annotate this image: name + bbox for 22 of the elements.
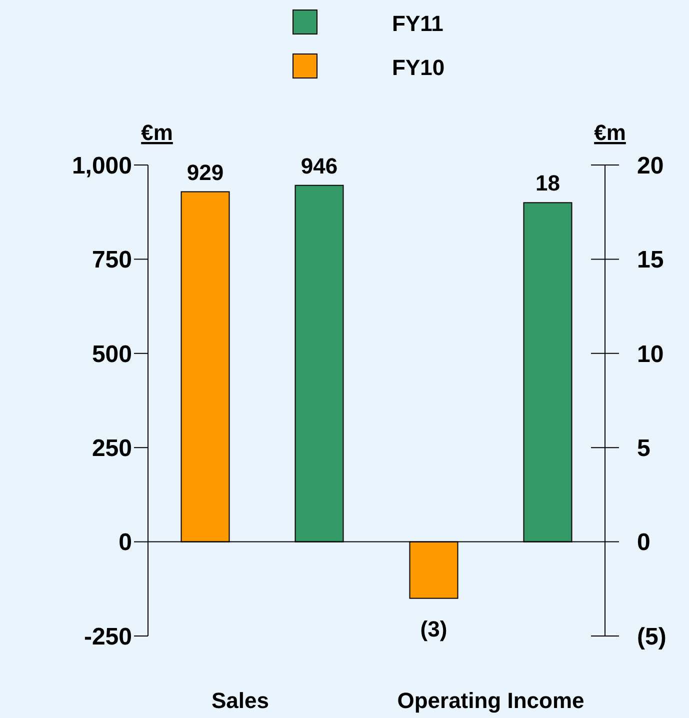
y2-axis-title: €m [594,120,626,145]
data-label: 929 [186,160,224,185]
data-label: 18 [536,170,560,196]
data-label: (3) [420,616,448,642]
y-axis-title: €m [141,120,173,145]
y-tick-label: 750 [92,246,132,274]
y2-tick-label: 15 [637,246,664,274]
y-tick-label: -250 [84,623,132,650]
y-tick-label: 0 [118,529,132,556]
y2-tick-label: (5) [637,623,666,650]
x-tick-label: Operating Income [397,688,584,713]
y-tick-label: 250 [92,435,132,462]
text: FY11 [392,11,444,36]
data-label: 946 [300,153,338,178]
x-tick-label: Sales [212,688,269,713]
y2-tick-label: 10 [637,340,664,368]
y2-tick-label: 5 [637,435,650,462]
y2-tick-label: 20 [637,152,664,180]
y2-tick-label: 0 [637,529,650,556]
y-tick-label: 1,000 [72,152,132,180]
y-tick-label: 500 [92,340,132,368]
text: FY10 [392,55,445,80]
